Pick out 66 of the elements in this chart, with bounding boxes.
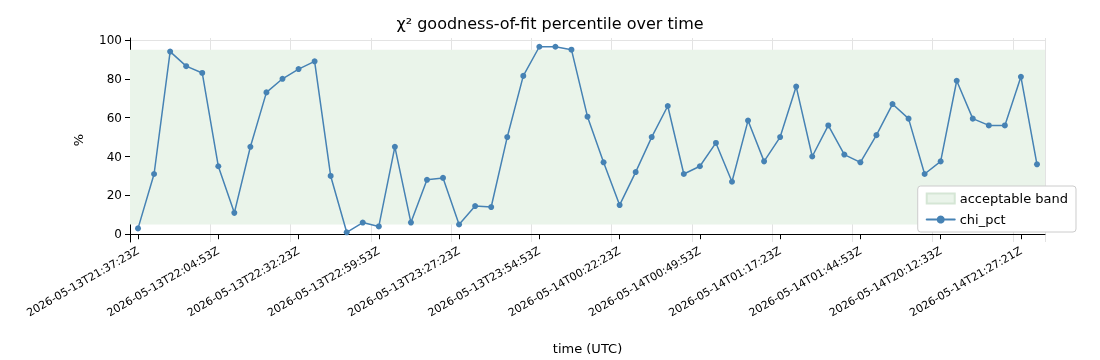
point xyxy=(215,163,222,170)
y-tick-label: 40 xyxy=(106,149,122,164)
point xyxy=(263,89,270,96)
point xyxy=(600,159,607,166)
y-tick-label: 100 xyxy=(99,32,122,47)
point xyxy=(391,143,398,150)
point xyxy=(841,151,848,158)
point xyxy=(761,158,768,165)
point xyxy=(135,225,142,232)
point xyxy=(793,83,800,90)
point xyxy=(247,143,254,150)
point xyxy=(359,219,366,226)
point xyxy=(231,209,238,216)
point xyxy=(151,171,158,177)
point xyxy=(407,219,414,226)
point xyxy=(905,115,912,122)
y-tick-label: 60 xyxy=(106,110,122,125)
y-tick-label: 80 xyxy=(106,71,122,86)
point xyxy=(985,122,992,129)
point xyxy=(969,115,976,122)
point xyxy=(199,69,206,76)
point xyxy=(343,229,350,236)
point xyxy=(632,169,639,176)
point xyxy=(712,139,719,146)
band-label: acceptable band xyxy=(959,191,1068,206)
point xyxy=(777,134,784,141)
point xyxy=(423,176,430,183)
point xyxy=(552,43,559,50)
point xyxy=(456,221,463,228)
point xyxy=(472,203,479,210)
y-tick-label: 0 xyxy=(114,227,122,242)
point xyxy=(279,75,286,82)
point xyxy=(536,43,543,50)
point xyxy=(520,72,527,79)
point xyxy=(167,48,174,55)
point xyxy=(440,174,447,181)
point xyxy=(873,132,880,139)
y-tick-label: 20 xyxy=(106,188,122,203)
chart-title: χ² goodness-of-fit percentile over time xyxy=(396,13,704,33)
point xyxy=(488,204,495,211)
point xyxy=(728,178,735,185)
point xyxy=(568,46,575,53)
point xyxy=(664,103,671,109)
legend-label: chi_pct xyxy=(959,212,1006,227)
point xyxy=(1033,161,1040,168)
y-axis-title: % xyxy=(71,133,86,147)
point xyxy=(1017,73,1024,80)
point xyxy=(937,158,944,165)
point xyxy=(696,163,703,170)
point xyxy=(295,66,302,73)
point xyxy=(648,134,655,141)
point xyxy=(375,223,382,230)
point xyxy=(857,159,864,166)
point xyxy=(311,58,318,65)
x-axis-title: time (UTC) xyxy=(552,341,623,356)
point xyxy=(809,153,816,160)
point xyxy=(921,171,928,177)
point xyxy=(327,172,334,179)
point xyxy=(183,63,190,70)
point xyxy=(680,171,687,177)
point xyxy=(1001,122,1008,129)
point xyxy=(745,117,752,124)
point xyxy=(616,202,623,209)
point xyxy=(889,101,896,108)
point xyxy=(953,77,960,84)
point xyxy=(504,134,511,141)
